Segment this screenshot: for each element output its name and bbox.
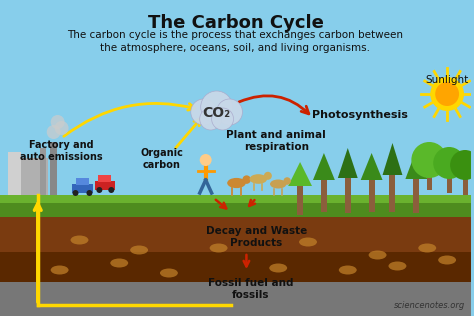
Circle shape — [283, 177, 291, 185]
Text: Sunlight: Sunlight — [426, 75, 469, 85]
Polygon shape — [313, 153, 335, 180]
Ellipse shape — [389, 262, 406, 270]
Ellipse shape — [299, 238, 317, 246]
Polygon shape — [288, 162, 312, 186]
Circle shape — [264, 172, 272, 180]
Text: The carbon cycle is the process that exchanges carbon between
the atmosphere, oc: The carbon cycle is the process that exc… — [67, 30, 403, 53]
Bar — [0, 217, 471, 252]
Ellipse shape — [51, 265, 69, 275]
Bar — [40, 148, 46, 195]
Bar — [8, 152, 21, 195]
Bar — [0, 195, 471, 203]
Ellipse shape — [270, 179, 286, 189]
Circle shape — [433, 147, 465, 179]
Ellipse shape — [419, 244, 436, 252]
Polygon shape — [405, 150, 427, 179]
Circle shape — [450, 150, 474, 180]
Circle shape — [200, 108, 221, 130]
Circle shape — [47, 125, 61, 139]
Circle shape — [435, 82, 459, 106]
Bar — [321, 180, 327, 212]
Text: Photosynthesis: Photosynthesis — [312, 110, 408, 120]
Ellipse shape — [339, 265, 357, 275]
Bar — [0, 252, 471, 282]
Polygon shape — [383, 143, 402, 175]
Ellipse shape — [210, 244, 228, 252]
Ellipse shape — [269, 264, 287, 272]
Circle shape — [242, 175, 251, 184]
Circle shape — [96, 187, 102, 193]
Ellipse shape — [227, 178, 246, 188]
Circle shape — [211, 108, 234, 130]
Ellipse shape — [160, 269, 178, 277]
Text: Decay and Waste
Products: Decay and Waste Products — [206, 226, 307, 248]
Circle shape — [217, 99, 242, 125]
Circle shape — [108, 187, 114, 193]
Text: Plant and animal
respiration: Plant and animal respiration — [227, 130, 326, 152]
Bar — [463, 165, 468, 195]
Bar — [95, 181, 115, 190]
Bar — [50, 142, 56, 195]
Bar — [369, 180, 374, 212]
Ellipse shape — [250, 174, 267, 184]
Polygon shape — [338, 148, 358, 178]
Ellipse shape — [130, 246, 148, 254]
Bar — [72, 184, 93, 193]
Text: CO₂: CO₂ — [202, 106, 231, 120]
Circle shape — [73, 190, 79, 196]
Circle shape — [201, 91, 233, 123]
Circle shape — [55, 121, 69, 135]
Circle shape — [191, 99, 217, 125]
Bar — [0, 282, 471, 316]
Bar — [447, 163, 452, 193]
Circle shape — [51, 115, 64, 129]
Text: The Carbon Cycle: The Carbon Cycle — [147, 14, 323, 32]
Bar — [297, 186, 303, 215]
Text: Organic
carbon: Organic carbon — [140, 148, 183, 170]
Bar — [75, 178, 90, 185]
Circle shape — [411, 142, 447, 178]
Bar — [413, 179, 419, 213]
Text: sciencenotes.org: sciencenotes.org — [394, 301, 465, 310]
Circle shape — [430, 77, 464, 111]
Ellipse shape — [369, 251, 386, 259]
Ellipse shape — [438, 256, 456, 264]
Ellipse shape — [71, 235, 89, 245]
Polygon shape — [361, 153, 383, 180]
Bar — [390, 175, 395, 212]
Circle shape — [200, 154, 211, 166]
Ellipse shape — [110, 258, 128, 268]
Bar — [345, 178, 351, 213]
Text: Factory and
auto emissions: Factory and auto emissions — [20, 140, 103, 161]
Bar — [0, 195, 471, 217]
Text: Fossil fuel and
fossils: Fossil fuel and fossils — [208, 278, 293, 300]
Circle shape — [86, 190, 92, 196]
Bar — [99, 175, 111, 182]
Bar — [427, 160, 432, 190]
Bar — [18, 158, 48, 195]
